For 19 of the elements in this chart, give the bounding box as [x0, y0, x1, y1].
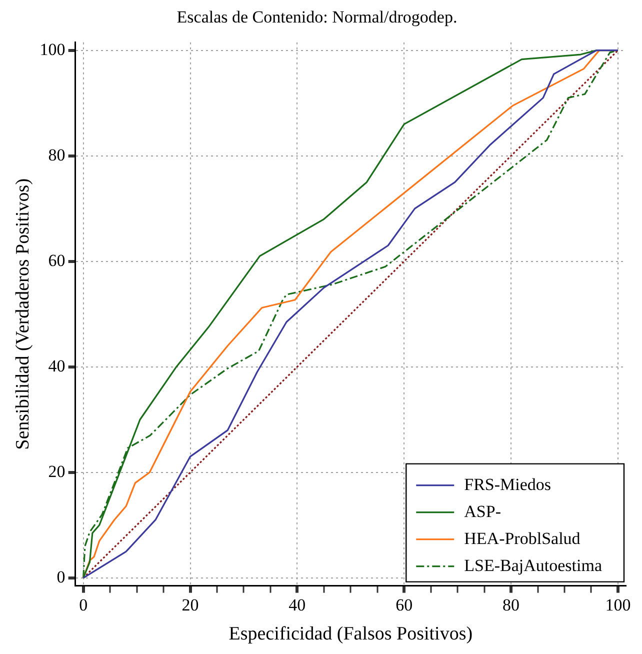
x-tick-label: 20 — [182, 595, 199, 614]
y-tick-label: 60 — [48, 250, 66, 270]
chart-title: Escalas de Contenido: Normal/drogodep. — [176, 8, 458, 27]
y-tick-label: 0 — [56, 567, 66, 586]
y-tick-label: 20 — [48, 462, 66, 481]
x-tick-label: 100 — [605, 595, 631, 614]
legend-label: HEA-ProblSalud — [464, 528, 581, 548]
x-axis-title: Especificidad (Falsos Positivos) — [228, 624, 473, 645]
y-tick-label: 100 — [40, 40, 66, 59]
legend-label: FRS-Miedos — [464, 474, 552, 494]
x-tick-label: 60 — [396, 595, 413, 614]
legend-label: LSE-BajAutoestima — [464, 556, 602, 575]
legend-label: ASP- — [464, 502, 502, 521]
y-tick-label: 80 — [48, 145, 66, 164]
y-axis-title: Sensibilidad (Verdaderos Positivos) — [12, 178, 34, 450]
x-tick-label: 80 — [502, 595, 520, 614]
x-tick-label: 0 — [79, 595, 88, 614]
y-tick-label: 40 — [48, 356, 66, 376]
x-tick-label: 40 — [288, 595, 306, 614]
